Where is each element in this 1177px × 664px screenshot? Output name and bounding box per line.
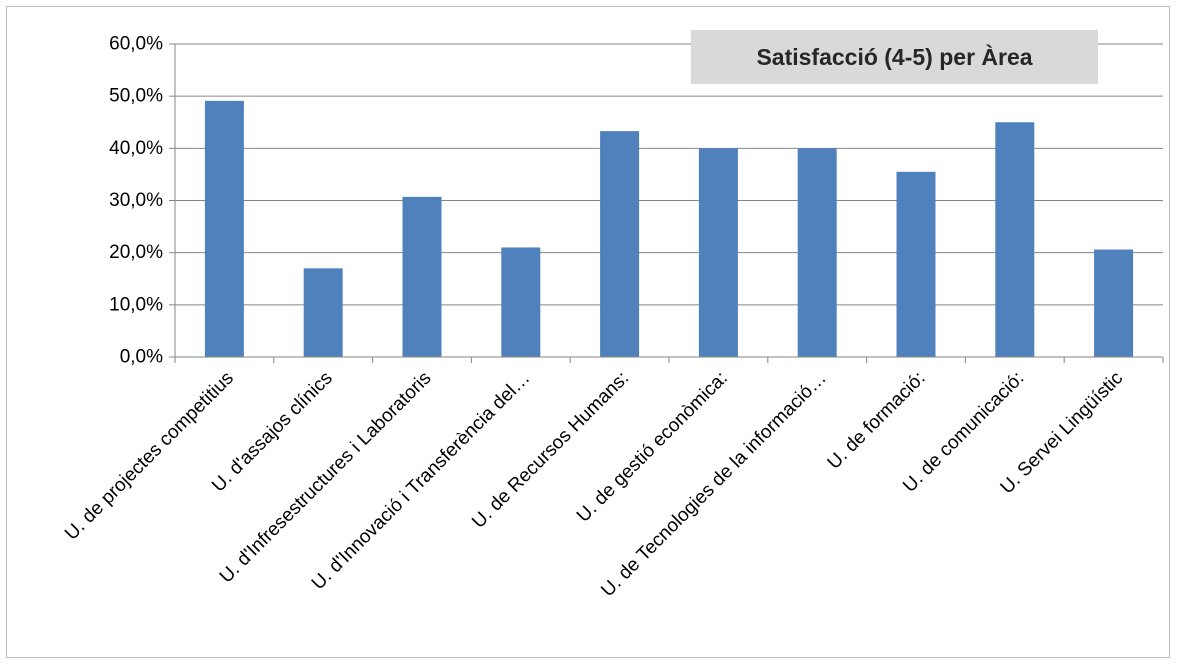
chart-title-background [691,30,1098,84]
x-tick-label: U. de projectes competitius [61,368,238,545]
y-tick-label: 20,0% [109,242,163,263]
chart-title-box: Satisfacció (4-5) per Àrea [691,30,1098,84]
y-tick-label: 40,0% [109,138,163,159]
bar [600,131,640,357]
bar [995,122,1035,357]
x-tick-label: U. de Recursos Humans: [468,368,633,533]
y-tick-label: 50,0% [109,86,163,107]
y-axis: 0,0% 10,0% 20,0% 30,0% 40,0% 50,0% 60,0% [109,34,176,368]
bar [698,148,738,357]
bar [1094,249,1134,357]
bars [204,100,1134,357]
bar [501,247,541,357]
y-tick-label: 60,0% [109,34,163,55]
chart-title: Satisfacció (4-5) per Àrea [756,43,1032,70]
x-tick-label: U. de Tecnologies de la informació… [597,368,830,601]
x-tick-label: U. d'Infresestructures i Laboratoris [216,368,436,588]
y-tick-label: 30,0% [109,190,163,211]
bar [204,100,244,357]
bar [797,148,837,357]
y-tick-label: 0,0% [120,347,163,368]
bar [402,196,442,357]
x-tick-label: U. d'Innovació i Transferència del… [308,368,535,595]
bar [896,171,936,357]
y-tick-label: 10,0% [109,294,163,315]
x-tick-label: U. de formació: [824,368,930,474]
bar [303,268,343,357]
chart-frame [6,6,1170,658]
